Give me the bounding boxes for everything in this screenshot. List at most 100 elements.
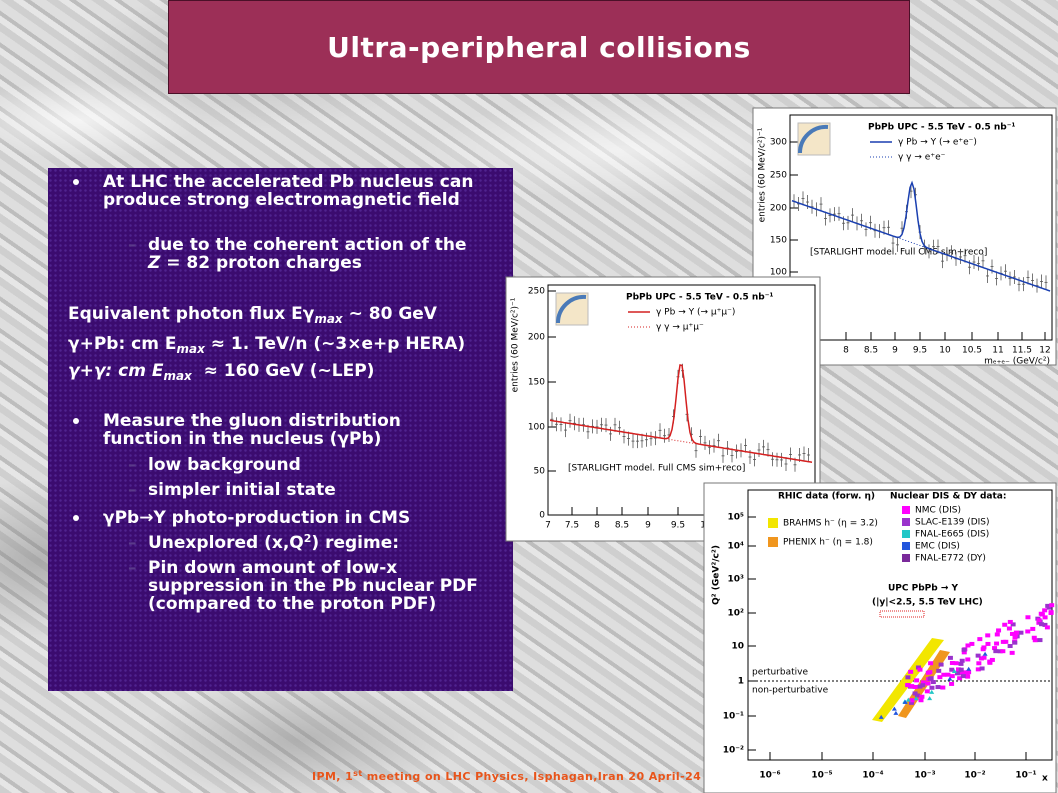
- data-point: [982, 651, 988, 656]
- annotation: UPC PbPb → Υ: [888, 584, 959, 594]
- data-point: [878, 714, 884, 719]
- data-point: [908, 700, 914, 705]
- y-tick-label: 150: [528, 378, 545, 388]
- y-tick-label: 250: [770, 171, 787, 181]
- data-point: [980, 647, 986, 652]
- legend-swatch: [902, 506, 910, 514]
- data-point: [935, 685, 941, 690]
- text: 2: [303, 532, 312, 545]
- x-tick-label: 9: [892, 346, 898, 356]
- data-point: [994, 641, 1000, 646]
- logo-arc: [555, 294, 587, 324]
- x-tick-label: 8: [594, 521, 600, 531]
- slide-title: Ultra-peripheral collisions: [168, 0, 910, 94]
- data-point: [960, 674, 966, 679]
- data-point: [891, 706, 897, 711]
- data-point: [1000, 639, 1006, 644]
- data-point: [965, 674, 971, 679]
- data-point: [1046, 605, 1052, 610]
- data-point: [975, 667, 981, 672]
- sub-bullet: Unexplored (x,Q2) regime:: [128, 532, 400, 553]
- line: γ+γ: cm Emax ≈ 160 GeV (~LEP): [68, 362, 374, 382]
- text: ~ 80 GeV: [342, 304, 437, 324]
- text: ≈ 1. TeV/n (~3×e+p HERA): [204, 334, 466, 354]
- fit-curve: [791, 180, 1051, 292]
- x-tick-label: 8.5: [864, 346, 878, 356]
- data-point: [929, 689, 935, 694]
- text: st: [353, 769, 363, 778]
- x-tick-label: 9.5: [671, 521, 685, 531]
- data-point: [1031, 635, 1037, 640]
- data-point: [937, 675, 943, 680]
- data-point: [927, 696, 933, 701]
- x-tick-label: 10⁻⁴: [862, 771, 883, 781]
- legend-text: EMC (DIS): [915, 542, 960, 552]
- text: Unexplored (x,Q: [148, 533, 304, 553]
- x-tick-label: 10⁻⁶: [759, 771, 780, 781]
- x-tick-label: 10.5: [962, 346, 982, 356]
- data-point: [951, 669, 957, 674]
- legend-text: γ γ → e⁺e⁻: [898, 153, 946, 163]
- data-point: [914, 678, 920, 683]
- data-point: [927, 676, 933, 681]
- data-point: [908, 669, 914, 674]
- data-point: [961, 647, 967, 652]
- text: IPM, 1: [312, 770, 354, 783]
- data-point: [928, 661, 934, 666]
- y-tick-label: 10⁻¹: [723, 712, 744, 722]
- data-point: [930, 680, 936, 685]
- data-point: [909, 698, 915, 703]
- bullet: At LHC the accelerated Pb nucleus can pr…: [73, 173, 508, 209]
- data-point: [985, 641, 991, 646]
- data-point: [993, 649, 999, 654]
- x-tick-label: 11: [992, 346, 1003, 356]
- data-point: [949, 674, 955, 679]
- data-point: [905, 683, 911, 688]
- x-tick-label: 7.5: [565, 521, 579, 531]
- y-tick-label: 10⁻²: [723, 746, 744, 756]
- data-point: [1006, 626, 1012, 631]
- data-point: [959, 658, 965, 663]
- data-point: [913, 696, 919, 701]
- data-point: [1044, 625, 1050, 630]
- plot-title: PbPb UPC - 5.5 TeV - 0.5 nb⁻¹: [868, 123, 1015, 133]
- legend-text: SLAC-E139 (DIS): [915, 518, 990, 528]
- text: Z: [148, 253, 161, 273]
- x-tick-label: 8: [843, 346, 849, 356]
- data-point: [954, 671, 960, 676]
- annotation: (|y|<2.5, 5.5 TeV LHC): [872, 598, 983, 608]
- y-tick-label: 150: [770, 236, 787, 246]
- y-tick-label: 10⁵: [728, 513, 745, 523]
- data-point: [915, 665, 921, 670]
- data-point: [947, 655, 953, 660]
- y-tick-label: 10⁴: [728, 542, 745, 552]
- data-point: [1009, 631, 1015, 636]
- data-point: [987, 659, 993, 664]
- sub-bullet: Pin down amount of low-x suppression in …: [128, 559, 483, 613]
- data-point: [978, 656, 984, 661]
- data-point: [965, 643, 971, 648]
- x-tick-label: 9: [645, 521, 651, 531]
- y-tick-label: 1: [738, 677, 744, 687]
- plot-note: [STARLIGHT model. Full CMS sim+reco]: [810, 248, 987, 258]
- line: Equivalent photon flux Eγmax ~ 80 GeV: [68, 304, 437, 326]
- data-point: [977, 637, 983, 642]
- text: Equivalent photon flux Eγ: [68, 304, 315, 324]
- data-point: [992, 646, 998, 651]
- x-tick-label: 10⁻¹: [1015, 771, 1036, 781]
- y-tick-label: 300: [770, 138, 787, 148]
- text: max: [314, 312, 343, 326]
- x-tick-label: 8.5: [615, 521, 629, 531]
- data-point: [941, 672, 947, 677]
- legend-text: γ Pb → Υ (→ e⁺e⁻): [898, 138, 977, 148]
- legend-text: γ Pb → Υ (→ μ⁺μ⁻): [656, 308, 735, 318]
- brahms-band: [872, 638, 944, 722]
- data-point: [905, 675, 911, 680]
- text: ) regime:: [311, 533, 400, 553]
- embedded-plot: 100 150 200 250 300 8 8.5 9 9.5 10 10.5 11 11.5 12 ent…: [752, 107, 1057, 367]
- data-point: [1048, 610, 1054, 615]
- y-tick-label: 10³: [728, 575, 745, 585]
- x-tick-label: 9.5: [913, 346, 927, 356]
- data-point: [1009, 650, 1015, 655]
